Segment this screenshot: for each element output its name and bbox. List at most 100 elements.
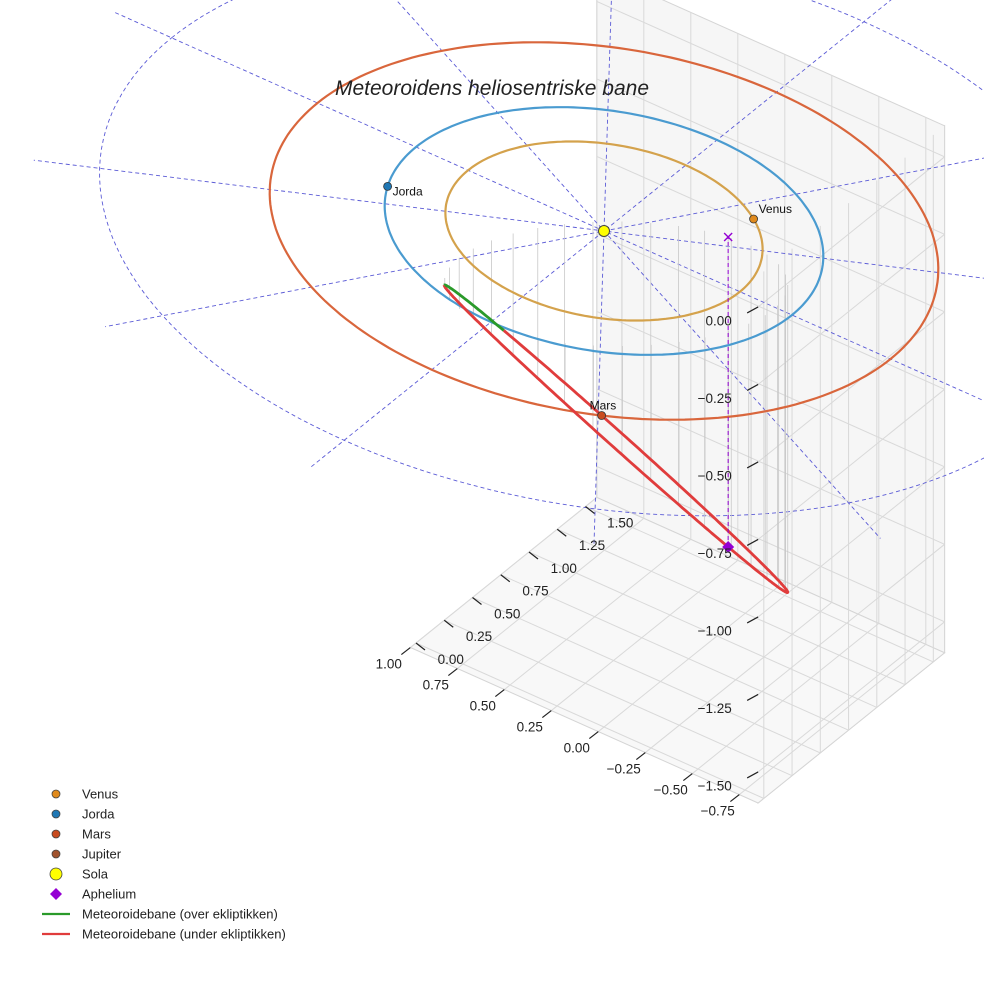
grid-line-floor-x — [739, 644, 927, 795]
x-tick-label: −0.75 — [701, 803, 735, 818]
y-tick-label-mark — [415, 642, 426, 651]
y-tick-label-mark — [443, 619, 454, 628]
legend-swatch-circle — [51, 789, 61, 799]
legend-swatch-circle — [51, 829, 61, 839]
grid-line-floor-y — [444, 619, 793, 777]
x-tick-label: 0.75 — [423, 677, 449, 692]
grid-line-back-z — [596, 310, 945, 468]
grid-line-wall-z — [757, 233, 945, 385]
orbit-drop-lines — [444, 221, 789, 593]
legend-label: Meteoroidebane (over ekliptikken) — [82, 907, 278, 922]
legend-label: Jupiter — [82, 847, 122, 862]
z-tick-label: −1.50 — [698, 778, 732, 793]
grid-line-floor-y — [415, 642, 765, 799]
legend-label: Sola — [82, 867, 109, 882]
y-tick-label-mark — [500, 574, 511, 583]
y-tick-label: 0.25 — [466, 629, 492, 644]
chart-title: Meteoroidens heliosentriske bane — [335, 77, 649, 100]
y-tick-label-mark — [528, 551, 539, 560]
venus-marker — [749, 214, 758, 224]
orbit-mars — [268, 41, 940, 421]
y-tick-label: 0.00 — [438, 652, 464, 667]
grid-line-floor-x — [598, 581, 786, 732]
meteoroid-trajectory — [442, 283, 790, 594]
x-tick-label-mark — [447, 668, 458, 677]
y-tick-label-mark — [472, 597, 482, 605]
legend-label: Venus — [82, 787, 119, 802]
grid-line-back-z — [596, 78, 945, 235]
grid-line-floor-x — [551, 560, 739, 711]
x-tick-label: 0.50 — [470, 698, 496, 713]
z-tick-label-mark — [746, 771, 759, 779]
mars-marker — [597, 411, 607, 420]
x-tick-label-mark — [635, 752, 646, 761]
aphelion-ecliptic-projection-marker — [723, 232, 733, 242]
jorda-marker — [383, 181, 393, 191]
x-tick-label-mark — [729, 794, 740, 803]
legend-swatch-circle — [51, 849, 61, 859]
grid-line-wall-z — [757, 156, 945, 308]
trajectory-over-ecliptic — [442, 283, 505, 332]
y-tick-label-mark — [556, 528, 567, 537]
jorda-label: Jorda — [393, 184, 423, 198]
legend-label: Mars — [82, 827, 111, 842]
grid-lines — [410, 0, 945, 799]
point-markers: Venus Jorda Mars — [383, 181, 792, 553]
z-tick-label-mark — [746, 461, 759, 469]
y-tick-label: 0.50 — [494, 606, 520, 621]
sun-marker — [598, 225, 610, 237]
y-tick-label: 0.75 — [522, 584, 548, 599]
y-tick-label: 1.50 — [607, 515, 633, 530]
x-tick-label-mark — [682, 773, 693, 782]
grid-line-back-z — [596, 155, 945, 313]
x-tick-label-mark — [541, 710, 552, 719]
z-tick-label: −0.50 — [698, 468, 732, 483]
grid-line-back-z — [596, 465, 945, 623]
legend-swatch-circle — [51, 809, 61, 819]
x-tick-label: 0.25 — [517, 719, 543, 734]
grid-line-wall-z — [757, 621, 945, 773]
z-tick-label: −0.75 — [698, 546, 732, 561]
grid-line-floor-x — [457, 518, 645, 669]
y-tick-label-mark — [585, 506, 595, 514]
legend-swatch-diamond — [50, 888, 62, 900]
grid-line-wall-z — [757, 543, 945, 695]
z-tick-label-mark — [746, 693, 759, 701]
grid-line-floor-x — [504, 539, 692, 690]
z-tick-label-mark — [746, 538, 759, 546]
z-tick-label: −1.25 — [698, 701, 732, 716]
venus-label: Venus — [759, 202, 792, 216]
legend-label: Meteoroidebane (under ekliptikken) — [82, 927, 286, 942]
grid-line-floor-y — [472, 597, 821, 754]
y-tick-label: 1.00 — [551, 561, 577, 576]
grid-line-floor-x — [692, 623, 880, 774]
trajectory-under-ecliptic — [442, 283, 730, 549]
grid-line-floor-y — [500, 574, 849, 731]
orbit-jorda — [383, 106, 825, 356]
z-tick-label-mark — [746, 306, 759, 314]
legend: Venus Jorda Mars Jupiter Sola Aphelium Meteoro… — [42, 787, 286, 942]
trajectory-under-ecliptic — [502, 329, 790, 594]
x-tick-label: −0.25 — [607, 761, 641, 776]
planet-orbits — [268, 41, 940, 421]
grid-line-wall-z — [757, 466, 945, 618]
x-tick-label: −0.50 — [654, 782, 688, 797]
aphelion-marker — [722, 540, 735, 553]
grid-line-back-z — [596, 388, 945, 545]
z-tick-label-mark — [746, 616, 759, 624]
grid-line-floor-x — [410, 497, 598, 648]
legend-label: Jorda — [82, 807, 115, 822]
z-tick-label: −0.25 — [698, 391, 732, 406]
grid-line-floor-y — [528, 551, 878, 708]
x-tick-label-mark — [400, 647, 411, 656]
grid-line-floor-y — [557, 528, 906, 686]
grid-line-floor-x — [645, 602, 833, 753]
x-tick-label-mark — [494, 689, 505, 698]
grid-line-floor-y — [585, 506, 934, 663]
grid-line-back-z — [596, 0, 945, 158]
grid-line-wall-z — [757, 388, 945, 540]
y-tick-label: 1.25 — [579, 538, 605, 553]
z-tick-label-mark — [746, 383, 759, 391]
orbit-venus — [444, 140, 764, 322]
